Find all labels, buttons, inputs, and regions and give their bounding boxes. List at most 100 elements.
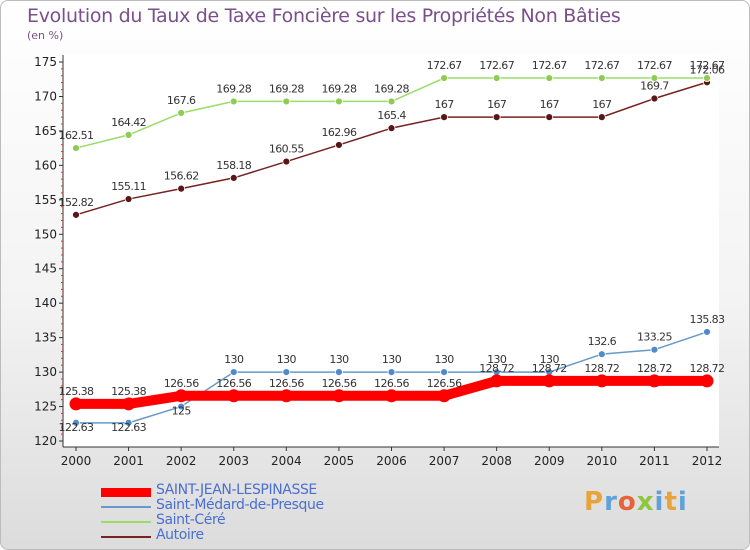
legend-label: Saint-Médard-de-Presque [156,497,324,513]
data-point [542,374,556,388]
data-label: 152.82 [59,196,94,209]
y-unit-label: (en %) [27,29,64,42]
data-label: 126.56 [374,377,409,390]
data-point [597,74,606,82]
data-label: 162.51 [59,129,94,142]
data-label: 169.7 [640,80,669,93]
data-label: 167 [434,98,454,111]
legend-swatch [101,521,151,523]
data-point [647,374,661,388]
data-label: 128.72 [637,362,672,375]
data-label: 122.63 [111,421,146,434]
data-point [387,368,396,376]
legend-swatch [101,536,151,538]
data-point [545,113,554,122]
data-point [69,397,83,411]
data-point [335,141,343,149]
x-tick-label: 2005 [324,454,355,468]
data-point [279,389,293,403]
data-point [177,109,186,117]
data-label: 172.67 [479,59,514,72]
legend-label: Saint-Céré [156,512,226,528]
x-tick-label: 2001 [113,454,144,468]
data-label: 169.28 [374,82,409,95]
y-tick-label: 120 [34,434,57,448]
data-label: 162.96 [321,126,356,139]
data-point [229,368,238,376]
data-label: 167.6 [167,94,196,107]
legend-label: Autoire [156,527,204,543]
data-point [437,389,451,403]
data-point [650,74,659,82]
data-point [490,374,504,388]
chart-title: Evolution du Taux de Taxe Foncière sur l… [27,5,621,27]
x-tick-label: 2000 [61,454,92,468]
y-tick-label: 130 [34,365,57,379]
data-label: 130 [382,353,402,366]
data-point [700,374,714,388]
legend-swatch [101,506,151,508]
y-tick-label: 145 [34,262,57,276]
data-point [124,131,133,139]
data-point [703,74,711,82]
proxiti-logo: Proxiti [584,487,688,517]
x-tick-label: 2010 [587,454,618,468]
data-point [335,368,343,376]
y-tick-label: 140 [34,296,57,310]
x-tick-label: 2009 [534,454,565,468]
y-tick-label: 155 [34,193,57,207]
data-label: 133.25 [637,331,672,344]
data-label: 172.67 [532,59,567,72]
data-point [72,210,80,219]
data-label: 126.56 [216,377,251,390]
data-point [440,368,448,376]
data-label: 167 [487,98,507,111]
data-label: 125.38 [59,385,94,398]
x-tick-label: 2003 [218,454,249,468]
data-label: 125 [172,405,192,418]
data-label: 126.56 [321,377,356,390]
data-point [492,74,501,82]
data-point [387,124,396,133]
data-point [124,418,133,427]
y-tick-label: 125 [34,400,57,414]
data-point [440,113,448,122]
data-label: 128.72 [479,362,514,375]
data-point [227,389,241,403]
data-label: 135.83 [690,313,725,326]
x-tick-label: 2011 [639,454,670,468]
data-point [177,184,186,193]
x-tick-label: 2012 [692,454,723,468]
data-label: 130 [487,353,507,366]
data-label: 126.56 [269,377,304,390]
y-tick-label: 135 [34,331,57,345]
y-tick-label: 150 [34,227,57,241]
data-point [174,389,188,403]
data-point [387,97,396,106]
x-tick-label: 2004 [271,454,302,468]
data-point [282,97,291,106]
data-label: 164.42 [111,116,146,129]
x-tick-label: 2008 [481,454,512,468]
legend-label: SAINT-JEAN-LESPINASSE [156,482,317,498]
data-point [650,94,659,103]
legend-swatch [101,487,151,497]
data-label: 172.67 [690,59,725,72]
data-point [595,374,609,388]
data-label: 156.62 [164,170,199,183]
data-label: 130 [329,353,349,366]
data-point [177,402,186,411]
data-point [545,74,554,82]
data-point [440,74,448,82]
data-label: 130 [277,353,297,366]
data-label: 172.67 [637,59,672,72]
data-label: 128.72 [690,362,725,375]
data-point [332,389,346,403]
data-point [72,418,80,427]
data-label: 126.56 [427,377,462,390]
data-label: 155.11 [111,180,146,193]
data-point [650,345,659,354]
data-point [72,144,80,152]
data-label: 169.28 [321,82,356,95]
